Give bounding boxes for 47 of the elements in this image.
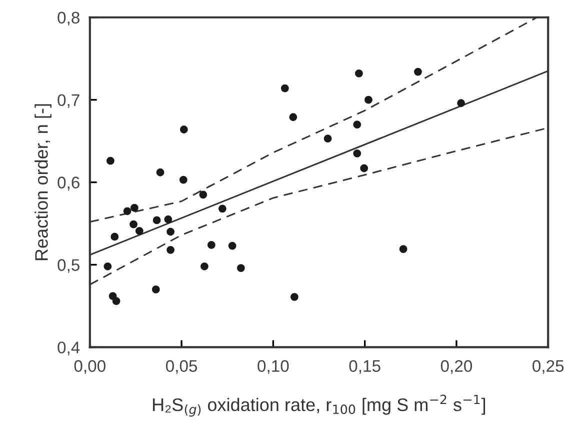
point: [199, 190, 208, 199]
point: [130, 220, 138, 228]
point: [130, 204, 138, 212]
point: [106, 156, 114, 165]
y-tick-label: 0,5: [58, 259, 80, 273]
point: [228, 242, 236, 250]
point: [218, 204, 226, 213]
point: [156, 168, 164, 176]
y-tick-label: 0,8: [58, 12, 80, 26]
point: [289, 113, 298, 122]
point: [399, 245, 408, 254]
x-tick-label: 0,25: [532, 360, 564, 374]
point: [180, 126, 188, 134]
point: [104, 262, 112, 270]
x-tick-label: 0,20: [440, 360, 472, 374]
point: [152, 286, 160, 294]
point: [110, 232, 119, 241]
point: [152, 216, 161, 224]
point: [355, 69, 363, 78]
y-tick-label: 0,6: [58, 176, 80, 190]
x-tick-label: 0,05: [166, 360, 198, 374]
point: [353, 149, 362, 158]
y-axis-title: Reaction order, n [-]: [34, 104, 52, 260]
point: [360, 164, 368, 172]
point: [166, 228, 174, 236]
point: [207, 241, 216, 249]
point: [164, 215, 172, 224]
point: [364, 96, 372, 104]
y-tick-label: 0,7: [58, 94, 80, 108]
point: [457, 99, 465, 108]
point: [135, 226, 144, 235]
point: [280, 84, 289, 92]
text: H₂S$_{(g)}$ oxidation rate, r$_{100}$ [mg S m$^{−2}$ s$^{−1}$]: [153, 394, 486, 417]
point: [290, 292, 298, 301]
point: [112, 297, 120, 305]
point: [414, 68, 422, 76]
point: [166, 246, 174, 254]
point: [200, 262, 208, 270]
point: [236, 264, 245, 272]
point: [179, 176, 188, 184]
point: [353, 120, 362, 129]
y-tick-label: 0,4: [58, 342, 80, 356]
point: [123, 207, 132, 216]
x-tick-label: 0,15: [349, 360, 380, 374]
point: [324, 134, 332, 143]
x-tick-label: 0,00: [74, 360, 106, 374]
x-tick-label: 0,10: [258, 360, 289, 374]
